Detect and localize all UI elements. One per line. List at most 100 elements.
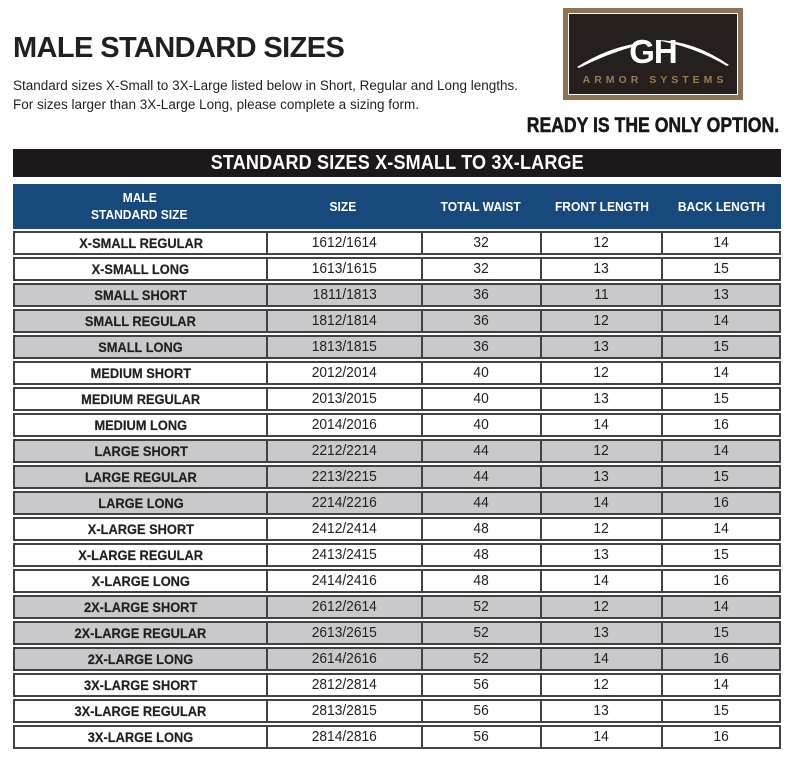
size-code-cell: 1613/1615	[266, 259, 420, 279]
size-label: X-SMALL REGULAR	[78, 235, 203, 251]
size-label: SMALL REGULAR	[85, 313, 197, 329]
size-label: LARGE REGULAR	[84, 469, 197, 485]
back-length-value: 15	[713, 469, 729, 485]
size-code: 2012/2014	[311, 365, 378, 381]
column-header-size: SIZE	[329, 199, 357, 214]
back-length-value: 14	[713, 235, 729, 251]
size-code-cell: 2212/2214	[266, 441, 420, 461]
gh-monogram-icon: GH	[577, 33, 729, 70]
front-length-value: 13	[593, 625, 610, 641]
front-length-value: 12	[593, 677, 610, 693]
size-code-cell: 2612/2614	[266, 597, 420, 617]
size-code: 2014/2016	[311, 417, 378, 433]
back-length-cell: 15	[661, 701, 779, 721]
table-body: X-SMALL REGULAR 1612/1614 32 12 14 X-SMA…	[13, 231, 781, 749]
size-code-cell: 2614/2616	[266, 649, 420, 669]
front-length-value: 12	[593, 599, 610, 615]
size-code-cell: 2613/2615	[266, 623, 420, 643]
page-subtitle-line1: Standard sizes X-Small to 3X-Large liste…	[13, 78, 519, 93]
size-code-cell: 1813/1815	[266, 337, 420, 357]
back-length-cell: 14	[661, 363, 779, 383]
table-row: LARGE SHORT 2212/2214 44 12 14	[13, 439, 781, 463]
total-waist-value: 44	[473, 495, 489, 511]
front-length-cell: 11	[539, 285, 661, 305]
size-code-cell: 1811/1813	[266, 285, 420, 305]
page-header: MALE STANDARD SIZES Standard sizes X-Sma…	[13, 0, 781, 149]
back-length-cell: 15	[661, 545, 779, 565]
size-label: X-SMALL LONG	[91, 261, 190, 277]
size-label: LARGE SHORT	[93, 443, 188, 459]
front-length-value: 14	[593, 417, 610, 433]
size-code: 2414/2416	[311, 573, 378, 589]
size-code: 2013/2015	[311, 391, 378, 407]
total-waist-cell: 48	[420, 571, 540, 591]
back-length-value: 15	[713, 261, 729, 277]
logo-monogram-text: GH	[629, 33, 677, 70]
size-label-cell: 3X-LARGE REGULAR	[15, 701, 266, 721]
brand-block: GH ARMOR SYSTEMS READY IS THE ONLY OPTIO…	[525, 0, 781, 138]
title-block: MALE STANDARD SIZES Standard sizes X-Sma…	[13, 0, 518, 114]
total-waist-value: 40	[473, 365, 489, 381]
front-length-value: 13	[593, 339, 610, 355]
front-length-cell: 12	[539, 441, 661, 461]
back-length-value: 14	[713, 521, 729, 537]
back-length-value: 14	[713, 443, 729, 459]
size-label: SMALL LONG	[98, 339, 183, 355]
back-length-cell: 16	[661, 727, 779, 747]
total-waist-value: 40	[473, 417, 489, 433]
size-label-cell: SMALL SHORT	[15, 285, 266, 305]
front-length-value: 12	[593, 443, 610, 459]
back-length-cell: 13	[661, 285, 779, 305]
front-length-cell: 14	[539, 649, 661, 669]
size-code: 1813/1815	[311, 339, 378, 355]
size-code-cell: 2414/2416	[266, 571, 420, 591]
size-label: 3X-LARGE SHORT	[84, 677, 198, 693]
table-row: X-LARGE REGULAR 2413/2415 48 13 15	[13, 543, 781, 567]
size-code: 2214/2216	[311, 495, 378, 511]
table-row: X-LARGE LONG 2414/2416 48 14 16	[13, 569, 781, 593]
size-code-cell: 2813/2815	[266, 701, 420, 721]
size-label: SMALL SHORT	[94, 287, 187, 303]
back-length-cell: 14	[661, 311, 779, 331]
column-header-line2: STANDARD SIZE	[91, 207, 188, 222]
front-length-value: 13	[593, 391, 610, 407]
back-length-value: 14	[713, 677, 729, 693]
size-code: 2613/2615	[311, 625, 378, 641]
total-waist-value: 44	[473, 443, 489, 459]
page-title: MALE STANDARD SIZES	[13, 32, 518, 65]
front-length-cell: 13	[539, 545, 661, 565]
front-length-cell: 12	[539, 675, 661, 695]
total-waist-value: 52	[473, 625, 489, 641]
column-header-total-waist: TOTAL WAIST	[440, 199, 521, 214]
total-waist-value: 36	[473, 339, 489, 355]
size-label: LARGE LONG	[97, 495, 184, 511]
total-waist-cell: 36	[420, 311, 540, 331]
size-label-cell: X-LARGE SHORT	[15, 519, 266, 539]
front-length-value: 14	[593, 495, 610, 511]
back-length-value: 16	[713, 495, 729, 511]
column-header-front-length: FRONT LENGTH	[554, 199, 649, 214]
gh-armor-systems-logo: GH ARMOR SYSTEMS	[563, 8, 743, 100]
size-label-cell: X-LARGE REGULAR	[15, 545, 266, 565]
front-length-value: 14	[593, 651, 610, 667]
front-length-cell: 12	[539, 311, 661, 331]
front-length-value: 13	[593, 547, 610, 563]
size-label-cell: 3X-LARGE SHORT	[15, 675, 266, 695]
size-label: 2X-LARGE SHORT	[84, 599, 198, 615]
front-length-value: 14	[593, 729, 610, 745]
total-waist-cell: 36	[420, 337, 540, 357]
back-length-cell: 16	[661, 493, 779, 513]
table-row: MEDIUM LONG 2014/2016 40 14 16	[13, 413, 781, 437]
total-waist-cell: 32	[420, 259, 540, 279]
back-length-value: 15	[713, 625, 729, 641]
back-length-value: 16	[713, 651, 729, 667]
size-label: 3X-LARGE LONG	[87, 729, 194, 745]
size-label-cell: 3X-LARGE LONG	[15, 727, 266, 747]
front-length-cell: 13	[539, 623, 661, 643]
size-code-cell: 2413/2415	[266, 545, 420, 565]
back-length-cell: 15	[661, 259, 779, 279]
total-waist-value: 56	[473, 677, 489, 693]
front-length-cell: 13	[539, 389, 661, 409]
size-label-cell: X-SMALL REGULAR	[15, 233, 266, 253]
total-waist-cell: 40	[420, 415, 540, 435]
